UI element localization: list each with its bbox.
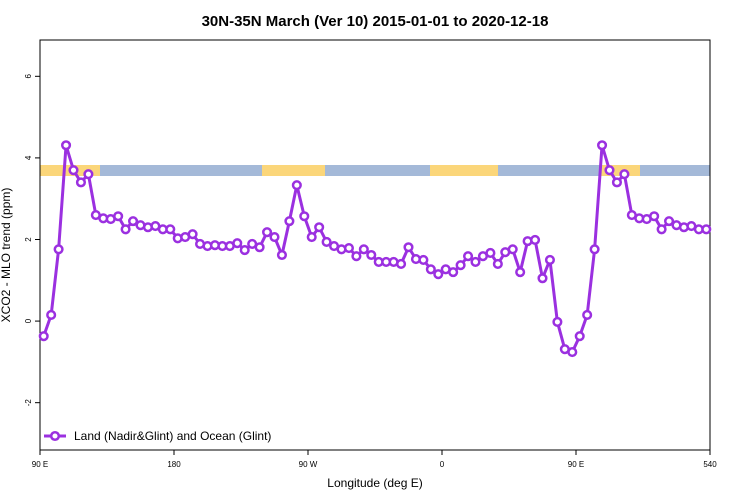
ocean-band xyxy=(600,165,640,176)
data-point xyxy=(165,224,176,235)
data-point xyxy=(113,211,124,222)
x-tick-label: 90 E xyxy=(568,460,584,469)
y-tick-label: 0 xyxy=(24,318,33,323)
data-point xyxy=(515,267,526,278)
data-point xyxy=(544,254,555,265)
x-axis-label: Longitude (deg E) xyxy=(327,476,422,490)
data-point xyxy=(485,247,496,259)
data-point xyxy=(276,249,287,261)
y-tick-label: -2 xyxy=(24,399,33,407)
data-point xyxy=(492,258,503,270)
data-point xyxy=(701,224,712,235)
data-point xyxy=(589,244,600,255)
plot-frame xyxy=(39,39,711,451)
y-tick-label: 2 xyxy=(24,237,33,242)
data-point xyxy=(567,347,578,358)
data-point xyxy=(507,244,518,255)
data-point xyxy=(604,165,615,176)
land-band xyxy=(325,165,430,176)
legend-marker xyxy=(49,430,61,442)
ocean-band xyxy=(430,165,498,176)
data-point xyxy=(46,309,57,321)
land-band xyxy=(100,165,262,176)
data-point xyxy=(351,251,362,262)
data-point xyxy=(455,260,466,271)
data-point xyxy=(68,165,79,176)
data-point xyxy=(433,269,444,280)
y-axis-label: XCO2 - MLO trend (ppm) xyxy=(0,188,13,323)
data-point xyxy=(75,177,86,188)
chart-title: 30N-35N March (Ver 10) 2015-01-01 to 202… xyxy=(202,13,549,30)
data-point xyxy=(61,140,72,151)
data-point xyxy=(239,245,250,256)
data-point xyxy=(448,267,459,278)
data-point xyxy=(284,216,295,227)
data-point xyxy=(314,222,325,233)
x-tick-label: 90 E xyxy=(32,460,48,469)
data-point xyxy=(597,140,608,151)
data-point xyxy=(254,242,265,253)
data-point xyxy=(269,231,280,243)
land-band xyxy=(498,165,600,176)
data-point xyxy=(187,229,198,240)
data-point xyxy=(128,216,139,227)
data-point xyxy=(83,169,94,180)
data-point xyxy=(366,249,377,261)
ocean-band xyxy=(262,165,325,176)
y-tick-label: 6 xyxy=(24,74,33,79)
data-point xyxy=(38,331,49,342)
x-tick-label: 0 xyxy=(440,460,445,469)
data-point xyxy=(403,242,414,253)
data-point xyxy=(619,169,630,180)
x-tick-label: 90 W xyxy=(299,460,318,469)
x-tick-label: 180 xyxy=(167,460,181,469)
data-point xyxy=(470,256,481,267)
data-point xyxy=(396,258,407,270)
data-point xyxy=(120,224,131,235)
x-tick-label: 540 xyxy=(703,460,717,469)
data-point xyxy=(299,211,310,222)
data-point xyxy=(425,264,436,275)
data-point xyxy=(530,234,541,245)
data-point xyxy=(537,273,548,284)
data-point xyxy=(656,224,667,235)
data-point xyxy=(262,227,273,238)
data-point xyxy=(574,331,585,342)
data-point xyxy=(552,316,563,327)
data-point xyxy=(358,244,369,255)
legend-label: Land (Nadir&Glint) and Ocean (Glint) xyxy=(74,429,271,443)
data-point xyxy=(291,180,302,191)
data-point xyxy=(418,254,429,265)
y-tick-label: 4 xyxy=(24,155,33,160)
land-band xyxy=(640,165,710,176)
data-point xyxy=(463,251,474,262)
data-point xyxy=(664,216,675,227)
data-point xyxy=(232,238,243,249)
data-point xyxy=(649,211,660,222)
data-point xyxy=(611,177,622,188)
data-point xyxy=(53,244,64,255)
data-point xyxy=(306,231,317,243)
data-point xyxy=(343,243,354,254)
data-point xyxy=(321,236,332,247)
data-point xyxy=(582,309,593,321)
